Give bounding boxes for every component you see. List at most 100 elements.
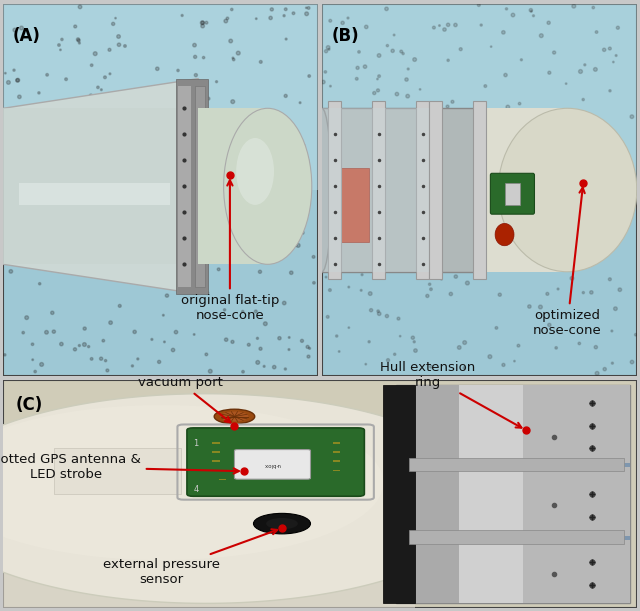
Point bbox=[374, 51, 384, 60]
Point bbox=[524, 302, 534, 312]
Point bbox=[364, 214, 374, 224]
Polygon shape bbox=[3, 79, 198, 294]
Point bbox=[152, 64, 163, 74]
Point bbox=[522, 246, 532, 256]
Point bbox=[251, 14, 261, 24]
Point bbox=[175, 210, 185, 219]
Point bbox=[323, 43, 333, 53]
Text: Hull extension
ring: Hull extension ring bbox=[380, 361, 522, 428]
Point bbox=[502, 102, 513, 112]
Point bbox=[506, 142, 516, 152]
Point bbox=[154, 142, 164, 152]
Point bbox=[373, 306, 383, 316]
Point bbox=[476, 20, 486, 30]
FancyBboxPatch shape bbox=[234, 450, 310, 479]
Point bbox=[271, 112, 281, 122]
Bar bbox=[333, 452, 340, 453]
Point bbox=[36, 359, 47, 369]
Point bbox=[207, 177, 217, 186]
Point bbox=[323, 312, 333, 322]
Bar bbox=[212, 470, 220, 471]
Point bbox=[70, 21, 81, 31]
Text: 1: 1 bbox=[193, 439, 198, 448]
Point bbox=[630, 330, 640, 340]
Point bbox=[77, 132, 87, 142]
Point bbox=[508, 10, 518, 20]
Point bbox=[395, 331, 405, 341]
Point bbox=[512, 150, 522, 159]
Point bbox=[361, 359, 371, 369]
Point bbox=[483, 118, 493, 128]
Point bbox=[436, 274, 447, 284]
Bar bbox=[3, 4, 318, 190]
Point bbox=[465, 119, 476, 128]
Point bbox=[343, 13, 353, 23]
Point bbox=[357, 270, 367, 280]
Point bbox=[259, 362, 269, 371]
Point bbox=[3, 78, 13, 87]
Point bbox=[338, 261, 348, 271]
Point bbox=[214, 265, 224, 274]
Point bbox=[227, 337, 237, 346]
Point bbox=[0, 68, 10, 78]
Point bbox=[158, 310, 168, 320]
Point bbox=[189, 40, 200, 50]
Point bbox=[228, 97, 238, 106]
Point bbox=[198, 21, 208, 31]
Bar bbox=[479, 108, 568, 272]
Point bbox=[244, 340, 254, 349]
Point bbox=[168, 345, 178, 355]
Point bbox=[98, 336, 108, 346]
Point bbox=[544, 320, 554, 330]
Text: vacuum port: vacuum port bbox=[138, 376, 230, 422]
Point bbox=[21, 144, 31, 153]
Point bbox=[255, 267, 265, 277]
Ellipse shape bbox=[312, 108, 332, 272]
Point bbox=[54, 40, 64, 50]
Point bbox=[280, 4, 291, 14]
Point bbox=[374, 309, 385, 318]
Point bbox=[132, 252, 143, 262]
Point bbox=[429, 23, 439, 32]
Point bbox=[605, 43, 615, 53]
Point bbox=[399, 232, 409, 242]
Point bbox=[241, 167, 252, 177]
Point bbox=[114, 252, 124, 262]
Point bbox=[304, 71, 314, 81]
Point bbox=[0, 126, 10, 136]
Point bbox=[403, 64, 413, 74]
Point bbox=[255, 344, 266, 354]
Point bbox=[591, 27, 602, 37]
Point bbox=[303, 352, 314, 362]
Point bbox=[578, 95, 588, 104]
Point bbox=[69, 187, 79, 197]
Ellipse shape bbox=[223, 108, 312, 265]
Point bbox=[206, 111, 216, 120]
Point bbox=[298, 228, 308, 238]
Point bbox=[615, 189, 625, 199]
Point bbox=[153, 137, 163, 147]
Point bbox=[308, 252, 319, 262]
Point bbox=[6, 232, 17, 241]
Point bbox=[381, 4, 392, 13]
Point bbox=[242, 174, 252, 183]
Point bbox=[442, 101, 452, 111]
Point bbox=[578, 288, 588, 298]
Point bbox=[598, 166, 608, 176]
Point bbox=[190, 52, 200, 62]
Point bbox=[499, 360, 509, 370]
Point bbox=[42, 70, 52, 79]
Point bbox=[205, 367, 216, 376]
Point bbox=[97, 126, 108, 136]
Text: optimized
nose-cone: optimized nose-cone bbox=[533, 188, 602, 337]
Point bbox=[129, 327, 140, 337]
Point bbox=[500, 70, 511, 80]
Point bbox=[364, 337, 374, 346]
Point bbox=[28, 355, 38, 365]
Point bbox=[580, 60, 590, 70]
Point bbox=[297, 336, 307, 346]
Point bbox=[86, 60, 97, 70]
Point bbox=[447, 97, 458, 107]
Point bbox=[424, 219, 435, 229]
Point bbox=[600, 364, 610, 374]
